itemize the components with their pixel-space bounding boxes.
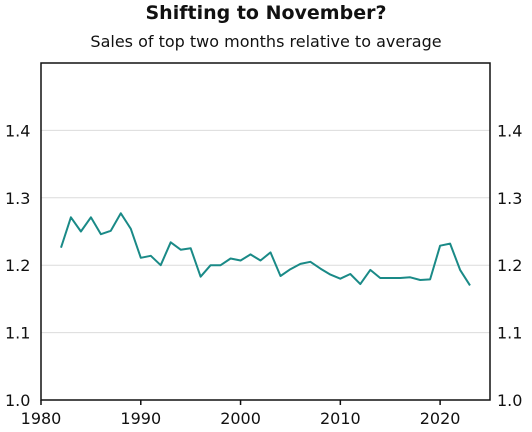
x-tick-label: 1980 — [21, 409, 62, 428]
y-tick-label-left: 1.0 — [5, 391, 30, 410]
chart-title: Shifting to November? — [145, 2, 387, 24]
x-tick-label: 2020 — [420, 409, 461, 428]
y-tick-label-right: 1.3 — [497, 189, 522, 208]
y-tick-label-right: 1.4 — [497, 121, 522, 140]
y-tick-label-left: 1.2 — [5, 256, 30, 275]
y-tick-label-left: 1.4 — [5, 121, 30, 140]
x-tick-label: 1990 — [120, 409, 161, 428]
axis-ticks — [40, 400, 441, 405]
series-line — [60, 212, 471, 286]
gridlines — [41, 129, 490, 334]
y-tick-label-left: 1.3 — [5, 189, 30, 208]
y-tick-label-left: 1.1 — [5, 324, 30, 343]
y-tick-label-right: 1.0 — [497, 391, 522, 410]
chart-subtitle: Sales of top two months relative to aver… — [90, 32, 442, 51]
axis-labels: 1.0 1.0 1.1 1.1 1.2 1.2 1.3 1.3 1.4 1.4 1980 1990 20… — [5, 121, 522, 428]
x-tick-label: 2000 — [220, 409, 261, 428]
plot-frame — [40, 62, 491, 401]
x-tick-label: 2010 — [320, 409, 361, 428]
y-tick-label-right: 1.2 — [497, 256, 522, 275]
y-tick-label-right: 1.1 — [497, 324, 522, 343]
